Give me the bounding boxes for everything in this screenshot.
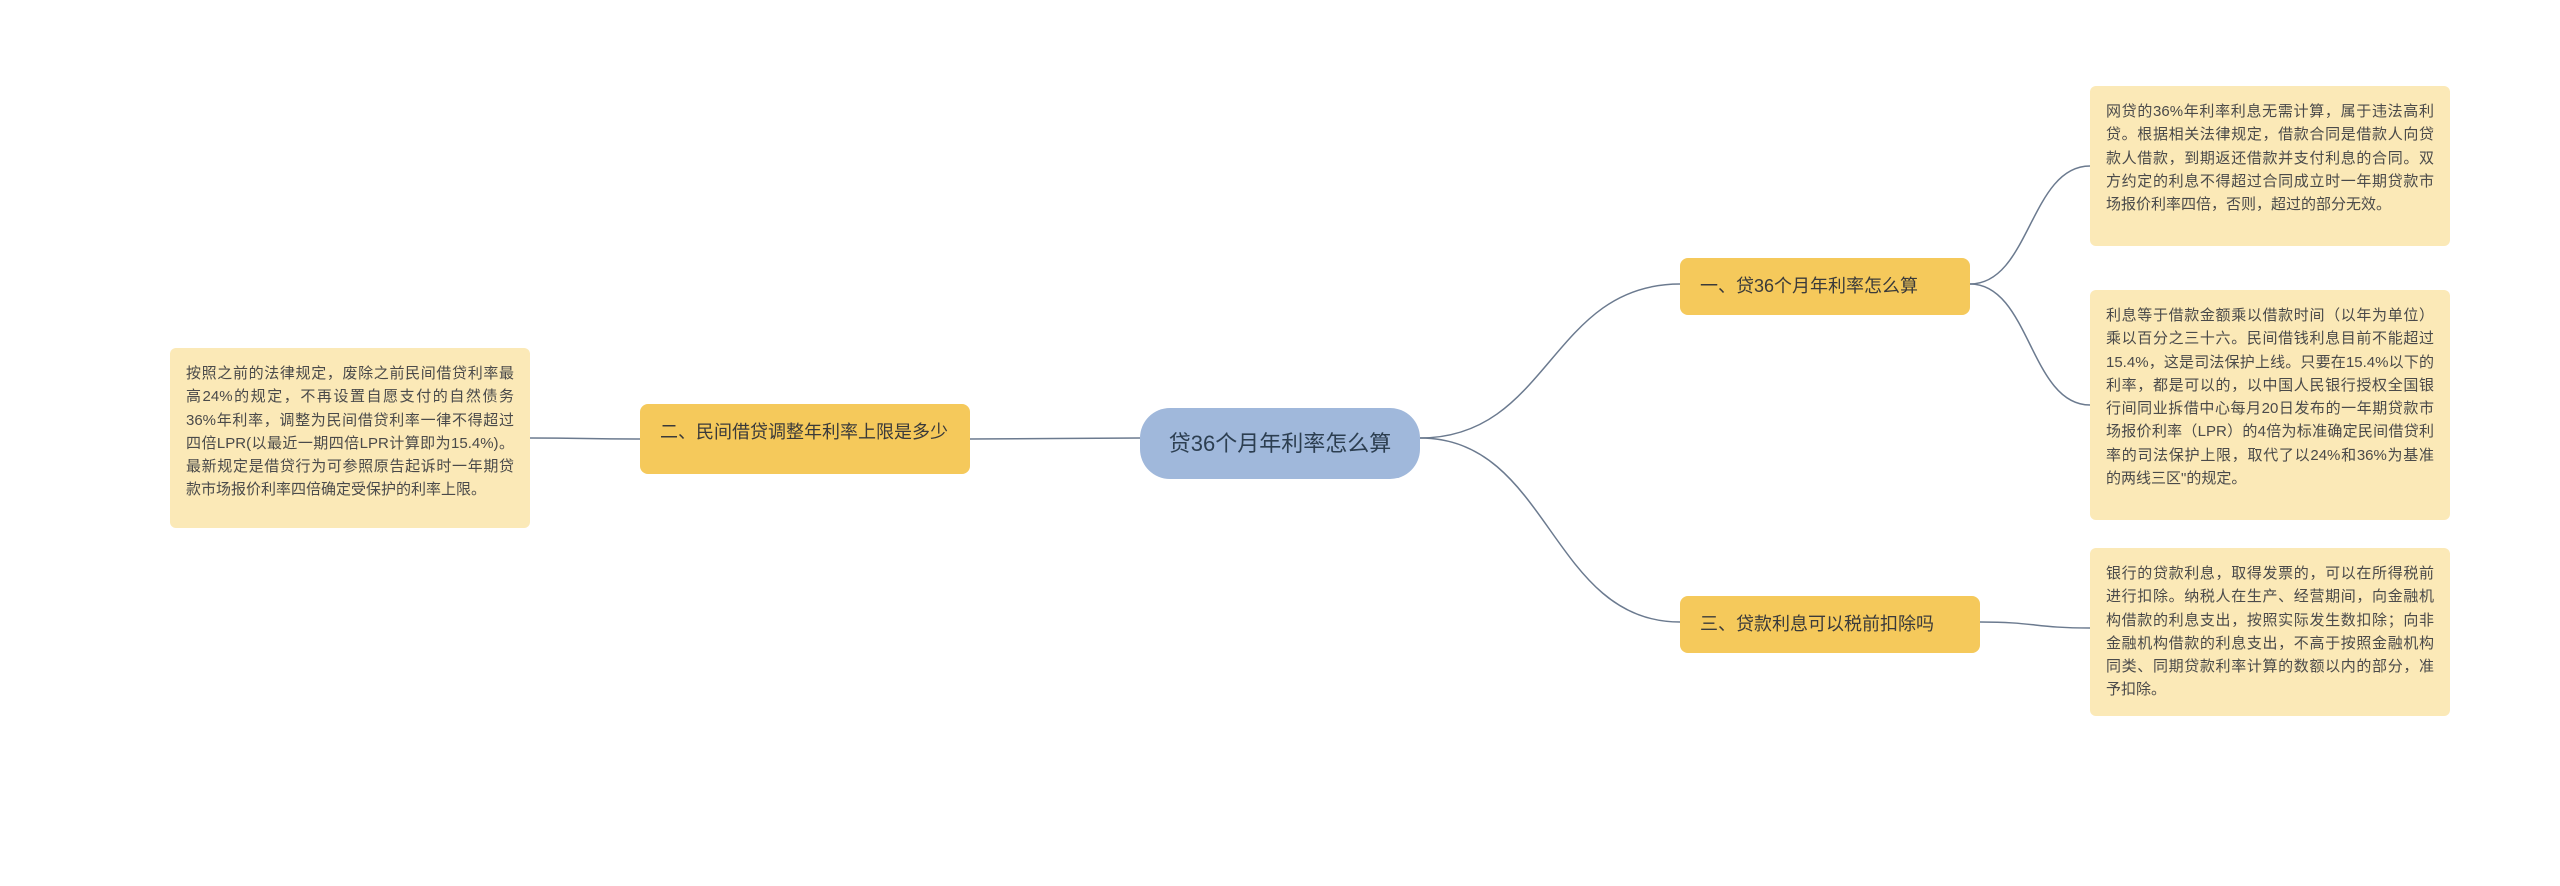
branch-1: 一、贷36个月年利率怎么算 bbox=[1680, 258, 1970, 315]
root-node: 贷36个月年利率怎么算 bbox=[1140, 408, 1420, 479]
leaf-2: 按照之前的法律规定，废除之前民间借贷利率最高24%的规定，不再设置自愿支付的自然… bbox=[170, 348, 530, 528]
leaf-3: 银行的贷款利息，取得发票的，可以在所得税前进行扣除。纳税人在生产、经营期间，向金… bbox=[2090, 548, 2450, 716]
leaf-1a: 网贷的36%年利率利息无需计算，属于违法高利贷。根据相关法律规定，借款合同是借款… bbox=[2090, 86, 2450, 246]
leaf-1b: 利息等于借款金额乘以借款时间（以年为单位）乘以百分之三十六。民间借钱利息目前不能… bbox=[2090, 290, 2450, 520]
branch-2: 二、民间借贷调整年利率上限是多少 bbox=[640, 404, 970, 474]
branch-3: 三、贷款利息可以税前扣除吗 bbox=[1680, 596, 1980, 653]
